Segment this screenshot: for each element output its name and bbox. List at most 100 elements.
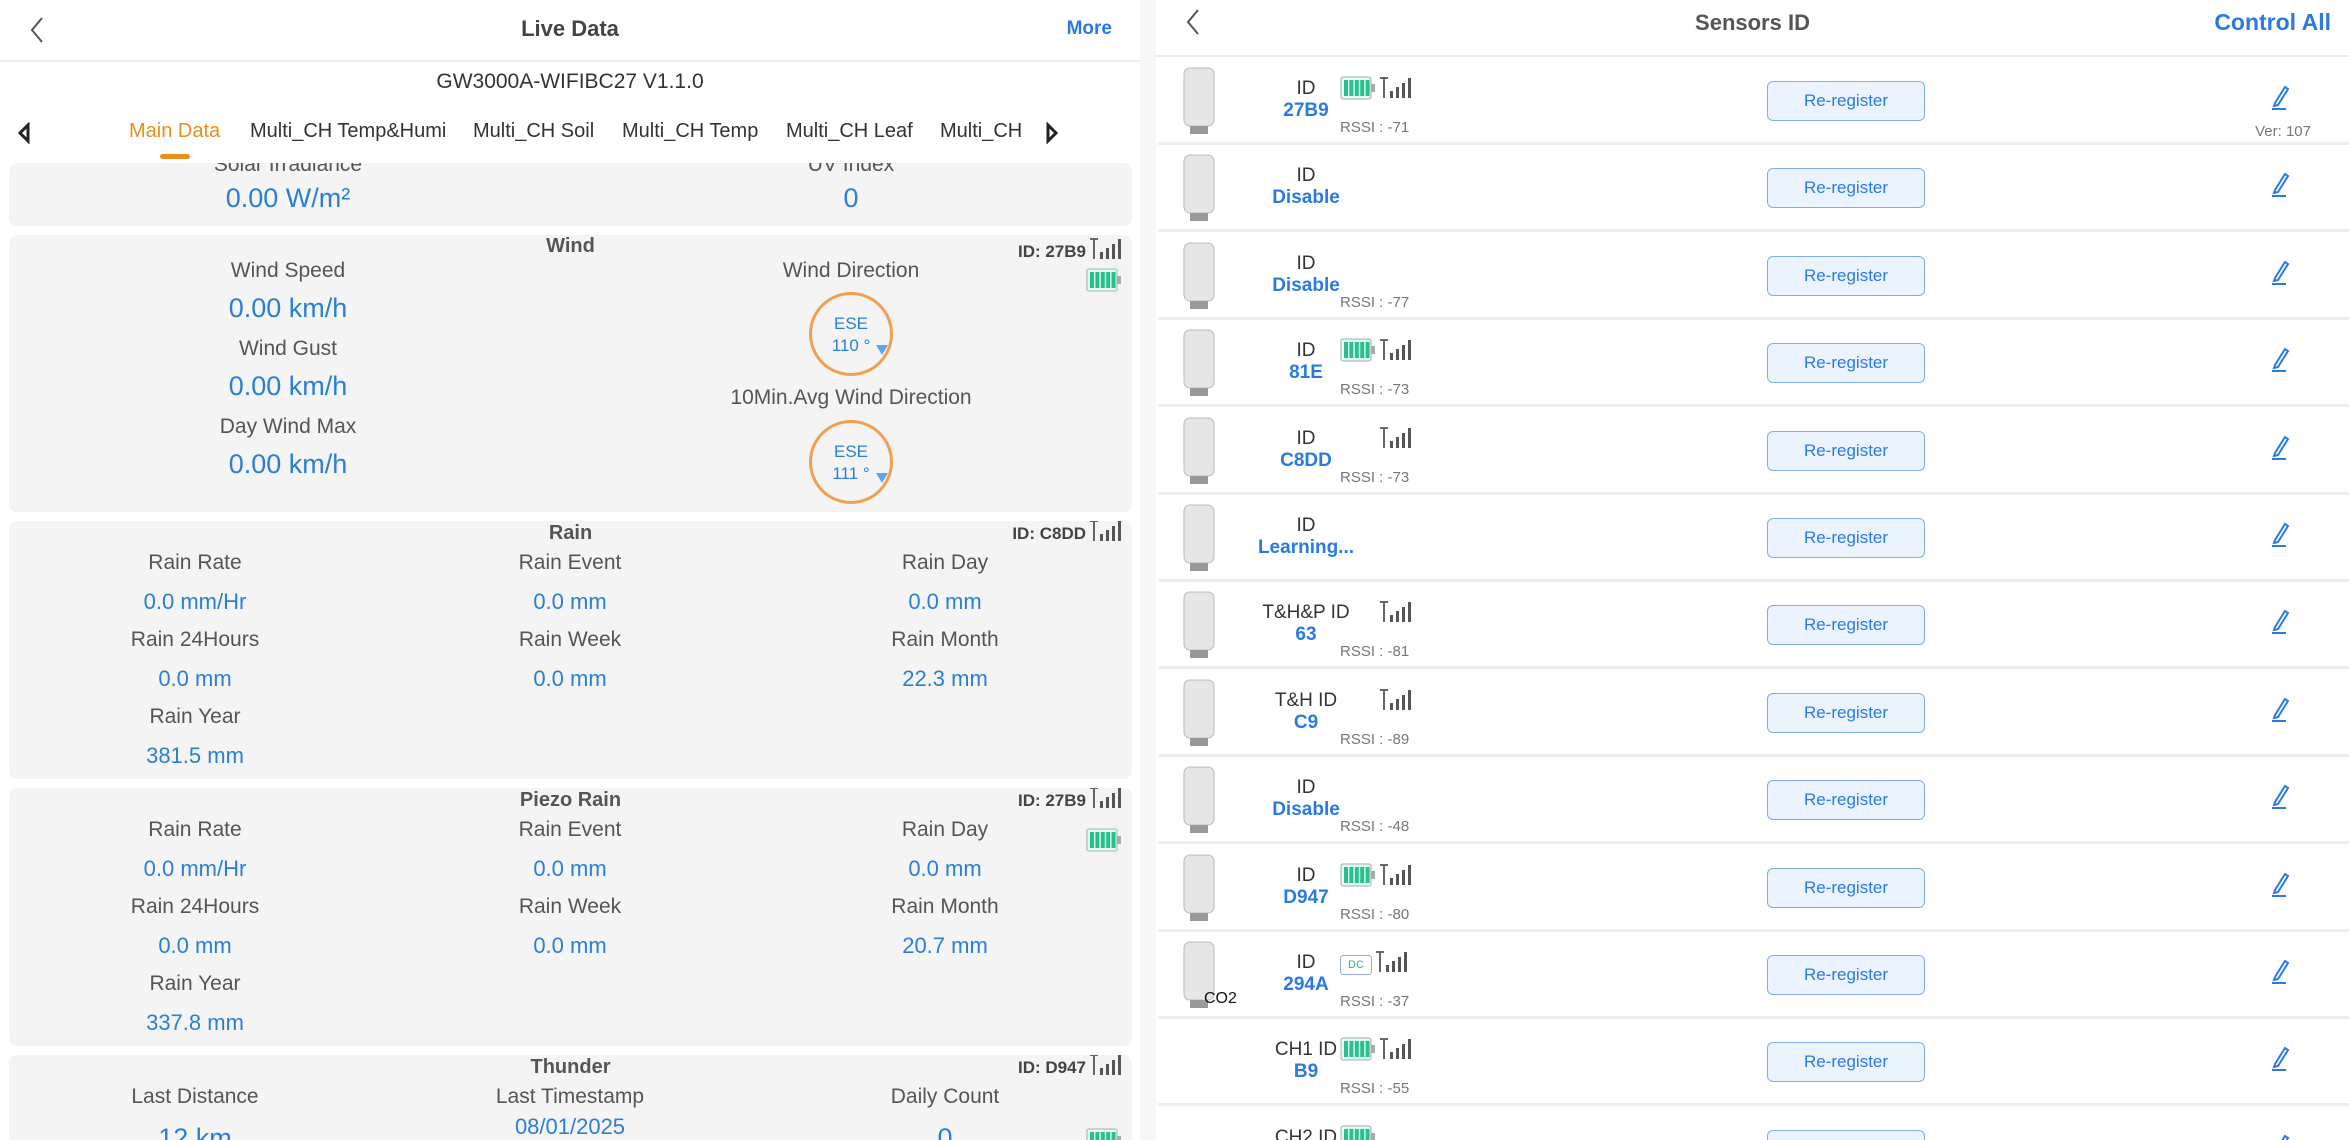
- re-register-button[interactable]: Re-register: [1767, 343, 1925, 384]
- metric-label: Rain 24Hours: [130, 628, 260, 651]
- re-register-button[interactable]: Re-register: [1767, 867, 1925, 908]
- piezo-rain-card: Piezo Rain ID: 27B9 Rain Rate 0.0 mm/Hr Rain…: [9, 788, 1132, 1046]
- re-register-button[interactable]: Re-register: [1767, 1129, 1925, 1140]
- wind-sensor-id: ID: 27B9: [1018, 237, 1122, 266]
- metric-label: Last Distance: [131, 1085, 259, 1108]
- avg-wind-direction-degrees: 111 °: [832, 464, 870, 483]
- edit-pencil-icon[interactable]: [2268, 607, 2292, 635]
- sensor-image: [1183, 591, 1215, 659]
- control-all-button[interactable]: Control All: [2214, 9, 2331, 35]
- sensor-row: T&H ID C9 RSSI : -89 Re-register: [1158, 670, 2349, 757]
- tab-multi-ch-soil[interactable]: Multi_CH Soil: [473, 120, 595, 142]
- more-button[interactable]: More: [1066, 18, 1112, 39]
- edit-pencil-icon[interactable]: [2268, 83, 2292, 111]
- avg-wind-direction-cardinal: ESE: [833, 442, 869, 461]
- metric-label: Rain Month: [891, 628, 999, 651]
- tab-scroll-right-icon[interactable]: [1044, 122, 1060, 144]
- rssi-value: RSSI : -55: [1340, 1080, 1410, 1098]
- re-register-button[interactable]: Re-register: [1767, 692, 1925, 733]
- sensor-status: [1340, 76, 1412, 105]
- sensor-status: [1340, 600, 1412, 629]
- battery-icon: [1340, 1125, 1376, 1140]
- battery-icon: [1340, 1037, 1376, 1066]
- re-register-button[interactable]: Re-register: [1767, 605, 1925, 646]
- panel-divider: [1140, 0, 1156, 1140]
- sensor-status: [1340, 1037, 1412, 1066]
- sensor-id-value: 27B9: [1283, 100, 1329, 121]
- signal-icon: [1088, 521, 1122, 548]
- edit-pencil-icon[interactable]: [2268, 1132, 2292, 1140]
- rssi-value: RSSI : -48: [1340, 818, 1410, 836]
- direction-pointer-icon: [876, 345, 888, 355]
- edit-pencil-icon[interactable]: [2268, 870, 2292, 898]
- re-register-button[interactable]: Re-register: [1767, 255, 1925, 296]
- sensor-type-tag: CO2: [1204, 990, 1237, 1007]
- edit-pencil-icon[interactable]: [2268, 1044, 2292, 1072]
- re-register-button[interactable]: Re-register: [1767, 81, 1925, 121]
- sensor-id-label: CH1 ID: [1274, 1039, 1338, 1061]
- rssi-value: RSSI : -37: [1340, 993, 1410, 1010]
- metric-label: Rain Day: [901, 818, 989, 841]
- sensor-image: [1183, 679, 1215, 746]
- sensor-row: ID D947 RSSI : -80 Re-register: [1158, 845, 2349, 932]
- battery-icon: [1340, 863, 1376, 892]
- edit-pencil-icon[interactable]: [2268, 695, 2292, 723]
- wind-direction-label: Wind Direction: [782, 259, 920, 282]
- metric-value: 0.0 mm: [533, 933, 607, 958]
- metric-value: 381.5 mm: [146, 743, 244, 768]
- sensor-id-label: ID: [1296, 777, 1316, 799]
- sensor-row: ID C8DD RSSI : -73 Re-register: [1158, 408, 2349, 495]
- edit-pencil-icon[interactable]: [2268, 520, 2292, 548]
- sensor-row: CO2 ID 294A DC RSSI : -37 Re-register: [1158, 932, 2349, 1019]
- back-chevron-icon[interactable]: [1180, 6, 1208, 38]
- tab-bar: Main Data Multi_CH Temp&Humi Multi_CH So…: [0, 116, 1140, 162]
- solar-irradiance-label: Solar Irradiance: [213, 163, 363, 176]
- wind-speed-label: Wind Speed: [230, 259, 346, 282]
- metric-value: 0.0 mm/Hr: [143, 856, 247, 881]
- sensor-status: [1340, 688, 1412, 717]
- signal-icon: [1088, 1055, 1122, 1082]
- re-register-button[interactable]: Re-register: [1767, 168, 1925, 209]
- re-register-button[interactable]: Re-register: [1767, 955, 1925, 995]
- metric-value: 0: [937, 1123, 953, 1140]
- sensor-row: ID 81E RSSI : -73 Re-register: [1158, 320, 2349, 408]
- tab-scroll-left-icon[interactable]: [16, 122, 32, 144]
- tab-multi-ch-leaf[interactable]: Multi_CH Leaf: [786, 120, 913, 142]
- metric-value: 0.0 mm: [908, 589, 982, 614]
- re-register-button[interactable]: Re-register: [1767, 518, 1925, 558]
- edit-pencil-icon[interactable]: [2268, 957, 2292, 985]
- sensor-row: ID Disable RSSI : -77 Re-register: [1158, 233, 2349, 320]
- edit-pencil-icon[interactable]: [2268, 258, 2292, 286]
- tab-multi-ch-temp-humi[interactable]: Multi_CH Temp&Humi: [250, 120, 447, 142]
- sensors-id-panel: Sensors ID Control All ID 27B9 RSSI : -71 R…: [1156, 0, 2349, 1140]
- sensor-status: [1340, 863, 1412, 892]
- live-data-header: Live Data More: [0, 0, 1140, 62]
- tab-multi-ch-temp[interactable]: Multi_CH Temp: [622, 120, 759, 142]
- metric-value: 0.0 mm: [533, 856, 607, 881]
- edit-pencil-icon[interactable]: [2268, 345, 2292, 373]
- metric-value: 0.0 mm: [158, 933, 232, 958]
- signal-icon: [1378, 338, 1412, 367]
- tab-main-data[interactable]: Main Data: [129, 120, 221, 142]
- edit-pencil-icon[interactable]: [2268, 170, 2292, 198]
- sensor-id-label: ID: [1296, 165, 1316, 187]
- sensor-id-label: ID: [1296, 427, 1316, 449]
- tab-multi-ch[interactable]: Multi_CH: [940, 120, 1023, 142]
- sensor-id-value: D947: [1283, 886, 1329, 908]
- edit-pencil-icon[interactable]: [2268, 433, 2292, 461]
- sensor-row: ID Learning... Re-register: [1158, 495, 2349, 582]
- sensor-row: ID 27B9 RSSI : -71 Re-register Ver: 107: [1158, 58, 2349, 145]
- sensor-status: DC: [1340, 950, 1408, 979]
- metric-label: Rain Rate: [148, 818, 242, 841]
- edit-pencil-icon[interactable]: [2268, 782, 2292, 810]
- page-title: Live Data: [521, 16, 619, 41]
- sensor-id-value: Disable: [1272, 799, 1340, 821]
- re-register-button[interactable]: Re-register: [1767, 430, 1925, 471]
- thunder-sensor-id: ID: D947: [1018, 1055, 1122, 1080]
- sensor-id-text: ID: 27B9: [1017, 241, 1086, 261]
- re-register-button[interactable]: Re-register: [1767, 1042, 1925, 1083]
- back-chevron-icon[interactable]: [24, 14, 52, 46]
- sensors-header: Sensors ID Control All: [1156, 0, 2349, 57]
- dc-power-icon: DC: [1340, 954, 1372, 975]
- re-register-button[interactable]: Re-register: [1767, 780, 1925, 821]
